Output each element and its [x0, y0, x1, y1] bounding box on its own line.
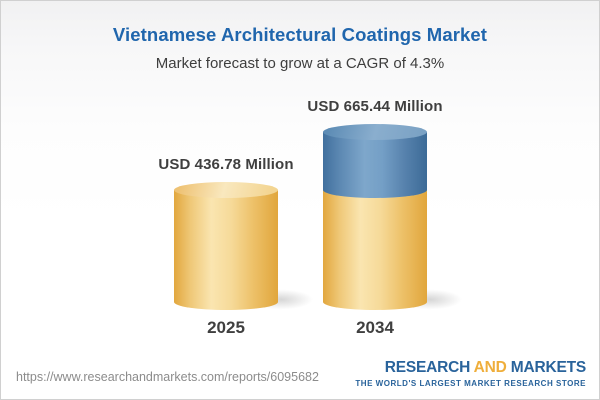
logo-and: AND — [473, 359, 507, 376]
logo-tagline: THE WORLD'S LARGEST MARKET RESEARCH STOR… — [355, 379, 586, 388]
bar-year-label: 2034 — [356, 318, 394, 337]
logo-wordmark: RESEARCH AND MARKETS — [355, 359, 586, 377]
cylinder-segment-yellow — [323, 190, 427, 310]
logo-markets: MARKETS — [510, 359, 586, 376]
chart-header: Vietnamese Architectural Coatings Market… — [1, 1, 599, 72]
logo-research: RESEARCH — [384, 359, 471, 376]
cylinder-cap-blue — [323, 123, 427, 140]
report-url: https://www.researchandmarkets.com/repor… — [16, 370, 319, 384]
bar-value-label: USD 436.78 Million — [158, 156, 294, 174]
cylinder-segment-blue — [323, 131, 427, 199]
page-title: Vietnamese Architectural Coatings Market — [112, 24, 488, 45]
logo: RESEARCH AND MARKETS THE WORLD'S LARGEST… — [355, 359, 586, 388]
cylinder-cap-yellow — [174, 182, 278, 199]
bar-value-label: USD 665.44 Million — [307, 97, 443, 115]
page-subtitle: Market forecast to grow at a CAGR of 4.3… — [155, 55, 445, 72]
bar-year-label: 2025 — [207, 318, 245, 337]
cylinder-segment-yellow — [174, 190, 278, 310]
